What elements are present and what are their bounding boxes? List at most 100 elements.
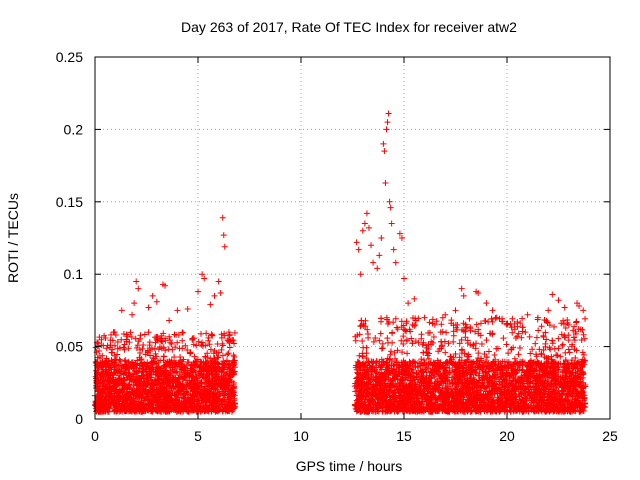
- data-point: [220, 405, 227, 412]
- data-point: [437, 329, 444, 336]
- data-point: [522, 329, 529, 336]
- data-point: [203, 330, 210, 337]
- data-point: [160, 399, 167, 406]
- data-point: [178, 386, 185, 393]
- data-point: [403, 328, 410, 335]
- data-point: [137, 332, 144, 339]
- data-point: [581, 335, 588, 342]
- data-point: [158, 332, 165, 339]
- data-point: [127, 329, 134, 336]
- data-point: [222, 392, 229, 399]
- data-point: [372, 370, 379, 377]
- data-point: [555, 345, 562, 352]
- data-point: [198, 379, 205, 386]
- data-point: [184, 398, 191, 405]
- data-point: [161, 353, 168, 360]
- data-point: [356, 352, 363, 359]
- data-point: [101, 405, 108, 412]
- data-point: [364, 326, 371, 333]
- data-point: [97, 387, 104, 394]
- data-point: [559, 341, 566, 348]
- data-point: [152, 405, 159, 412]
- data-point: [144, 378, 151, 385]
- data-point: [187, 399, 194, 406]
- data-point: [352, 337, 359, 344]
- data-point: [209, 391, 216, 398]
- data-point: [198, 341, 205, 348]
- data-point: [102, 334, 109, 341]
- data-point: [100, 342, 107, 349]
- data-point: [160, 405, 167, 412]
- data-point: [172, 369, 179, 376]
- data-point: [171, 353, 178, 360]
- data-point: [99, 352, 106, 359]
- data-point: [143, 386, 150, 393]
- data-point: [223, 369, 230, 376]
- data-point: [571, 346, 578, 353]
- data-point: [515, 351, 522, 358]
- data-point: [121, 377, 128, 384]
- data-point: [131, 367, 138, 374]
- data-point: [193, 373, 200, 380]
- data-point: [232, 400, 239, 407]
- data-point: [179, 381, 186, 388]
- data-point: [458, 336, 465, 343]
- data-point: [179, 358, 186, 365]
- data-point: [557, 353, 564, 360]
- data-point: [580, 331, 587, 338]
- data-point: [195, 338, 202, 345]
- data-point: [144, 363, 151, 370]
- data-point: [103, 359, 110, 366]
- data-point: [429, 339, 436, 346]
- data-point: [132, 392, 139, 399]
- data-point: [466, 315, 473, 322]
- data-point: [187, 350, 194, 357]
- data-point: [162, 396, 169, 403]
- data-point: [435, 386, 442, 393]
- data-point: [163, 367, 170, 374]
- data-point: [135, 404, 142, 411]
- data-point: [136, 354, 143, 361]
- data-point: [202, 405, 209, 412]
- data-point: [126, 339, 133, 346]
- data-point: [555, 335, 562, 342]
- data-point: [120, 344, 127, 351]
- data-point: [473, 321, 480, 328]
- data-point: [394, 326, 401, 333]
- data-point: [443, 329, 450, 336]
- data-point: [105, 369, 112, 376]
- data-point: [201, 383, 208, 390]
- data-point: [511, 326, 518, 333]
- data-point: [190, 335, 197, 342]
- data-point: [96, 334, 103, 341]
- data-point: [94, 384, 101, 391]
- data-point: [230, 393, 237, 400]
- data-point: [194, 397, 201, 404]
- data-point: [377, 330, 384, 337]
- data-point: [109, 337, 116, 344]
- data-point: [202, 342, 209, 349]
- data-point: [166, 333, 173, 340]
- data-point: [423, 349, 430, 356]
- data-point: [153, 369, 160, 376]
- data-point: [540, 347, 547, 354]
- data-point: [139, 345, 146, 352]
- data-point: [447, 404, 454, 411]
- data-point: [174, 388, 181, 395]
- data-point: [190, 341, 197, 348]
- data-point: [359, 337, 366, 344]
- data-point: [420, 368, 427, 375]
- data-point: [192, 393, 199, 400]
- data-point: [213, 367, 220, 374]
- data-point: [489, 318, 496, 325]
- data-point: [176, 397, 183, 404]
- data-point: [116, 387, 123, 394]
- data-point: [527, 350, 534, 357]
- data-point: [136, 401, 143, 408]
- data-point: [227, 395, 234, 402]
- data-point: [182, 394, 189, 401]
- data-point: [129, 370, 136, 377]
- data-point: [214, 354, 221, 361]
- data-point: [403, 318, 410, 325]
- data-point: [160, 375, 167, 382]
